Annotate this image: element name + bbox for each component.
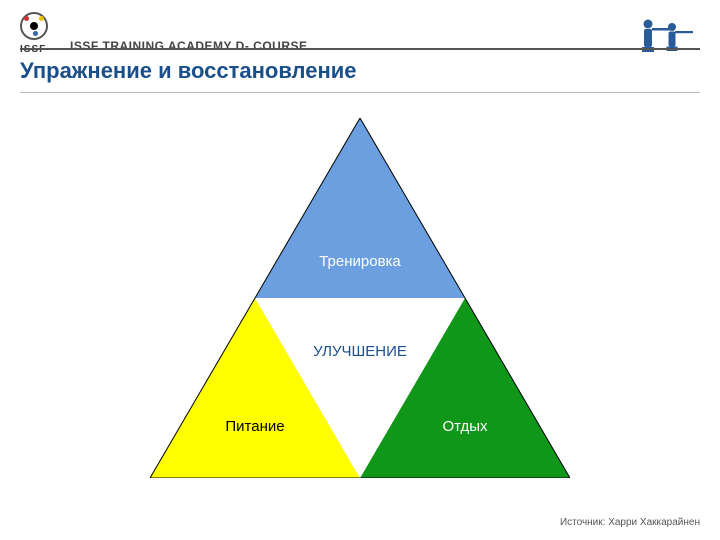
triangle-svg (150, 118, 570, 478)
improvement-triangle-diagram: Тренировка УЛУЧШЕНИЕ Питание Отдых (150, 118, 570, 478)
header-divider (20, 48, 700, 50)
page-title: Упражнение и восстановление (20, 58, 357, 84)
target-icon (20, 12, 48, 40)
course-label: ISSF TRAINING ACADEMY D- COURSE (70, 39, 308, 53)
label-center: УЛУЧШЕНИЕ (313, 343, 407, 360)
source-citation: Источник: Харри Хаккарайнен (560, 517, 700, 528)
title-divider (20, 92, 700, 93)
header: ISSF ISSF TRAINING ACADEMY D- COURSE (0, 12, 720, 62)
label-left: Питание (225, 418, 284, 435)
issf-logo (20, 12, 48, 40)
triangle-region-top (255, 118, 465, 298)
label-top: Тренировка (319, 253, 401, 270)
label-right: Отдых (442, 418, 487, 435)
